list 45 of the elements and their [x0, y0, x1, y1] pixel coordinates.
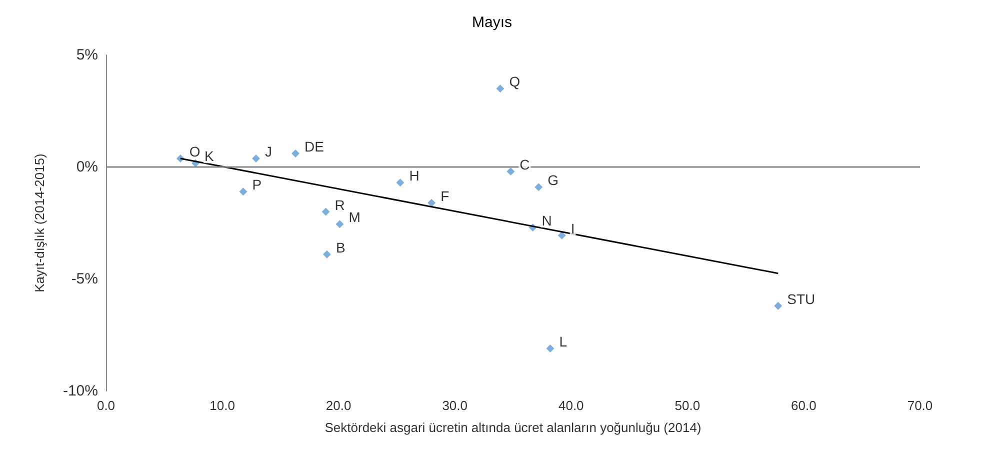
- annotation: M: [348, 209, 360, 226]
- annotation: N: [542, 212, 552, 228]
- y-tick-label: -10%: [62, 382, 98, 400]
- x-tick-label: 20.0: [326, 398, 352, 413]
- annotation: K: [204, 148, 215, 164]
- y-axis-title: Kayıt-dışlık (2014-2015): [32, 154, 47, 292]
- annotation: L: [559, 333, 568, 350]
- x-tick-label: 30.0: [442, 398, 468, 413]
- x-tick-label: 60.0: [791, 398, 816, 413]
- point: [396, 178, 404, 187]
- point: [239, 188, 248, 196]
- annotation: G: [548, 172, 558, 188]
- point: [428, 198, 436, 207]
- annotation: STU: [787, 290, 816, 307]
- point: [506, 167, 515, 176]
- y-tick-label: -5%: [71, 270, 98, 288]
- x-tick-label: 0.0: [96, 398, 116, 413]
- y-tick-label: 0%: [76, 158, 98, 176]
- chart-title: Mayıs: [472, 14, 512, 31]
- annotation: C: [520, 156, 530, 172]
- annotation: H: [409, 168, 420, 184]
- x-tick-label: 10.0: [210, 398, 235, 413]
- x-tick-label: 70.0: [907, 398, 933, 413]
- y-tick-label: 5%: [76, 46, 98, 64]
- annotation: R: [334, 196, 345, 213]
- point: [322, 250, 331, 258]
- annotation: Q: [509, 74, 520, 90]
- annotation: F: [440, 188, 450, 204]
- point: [322, 208, 330, 216]
- point: [292, 150, 300, 158]
- annotation: J: [265, 143, 272, 160]
- x-tick-label: 50.0: [674, 398, 700, 413]
- x-tick-label: 40.0: [558, 398, 584, 413]
- annotation: B: [336, 239, 346, 256]
- point: [774, 302, 782, 310]
- annotation: P: [252, 176, 262, 193]
- point: [336, 220, 344, 228]
- annotation: DE: [304, 138, 324, 155]
- annotation: O: [189, 143, 200, 160]
- point: [496, 84, 504, 93]
- point: [546, 344, 554, 352]
- annotation: I: [570, 220, 575, 236]
- point: [534, 183, 543, 192]
- x-axis-title: Sektördeki asgari ücretin altında ücret alanların yoğunluğu (2014): [324, 420, 702, 435]
- point: [252, 154, 260, 162]
